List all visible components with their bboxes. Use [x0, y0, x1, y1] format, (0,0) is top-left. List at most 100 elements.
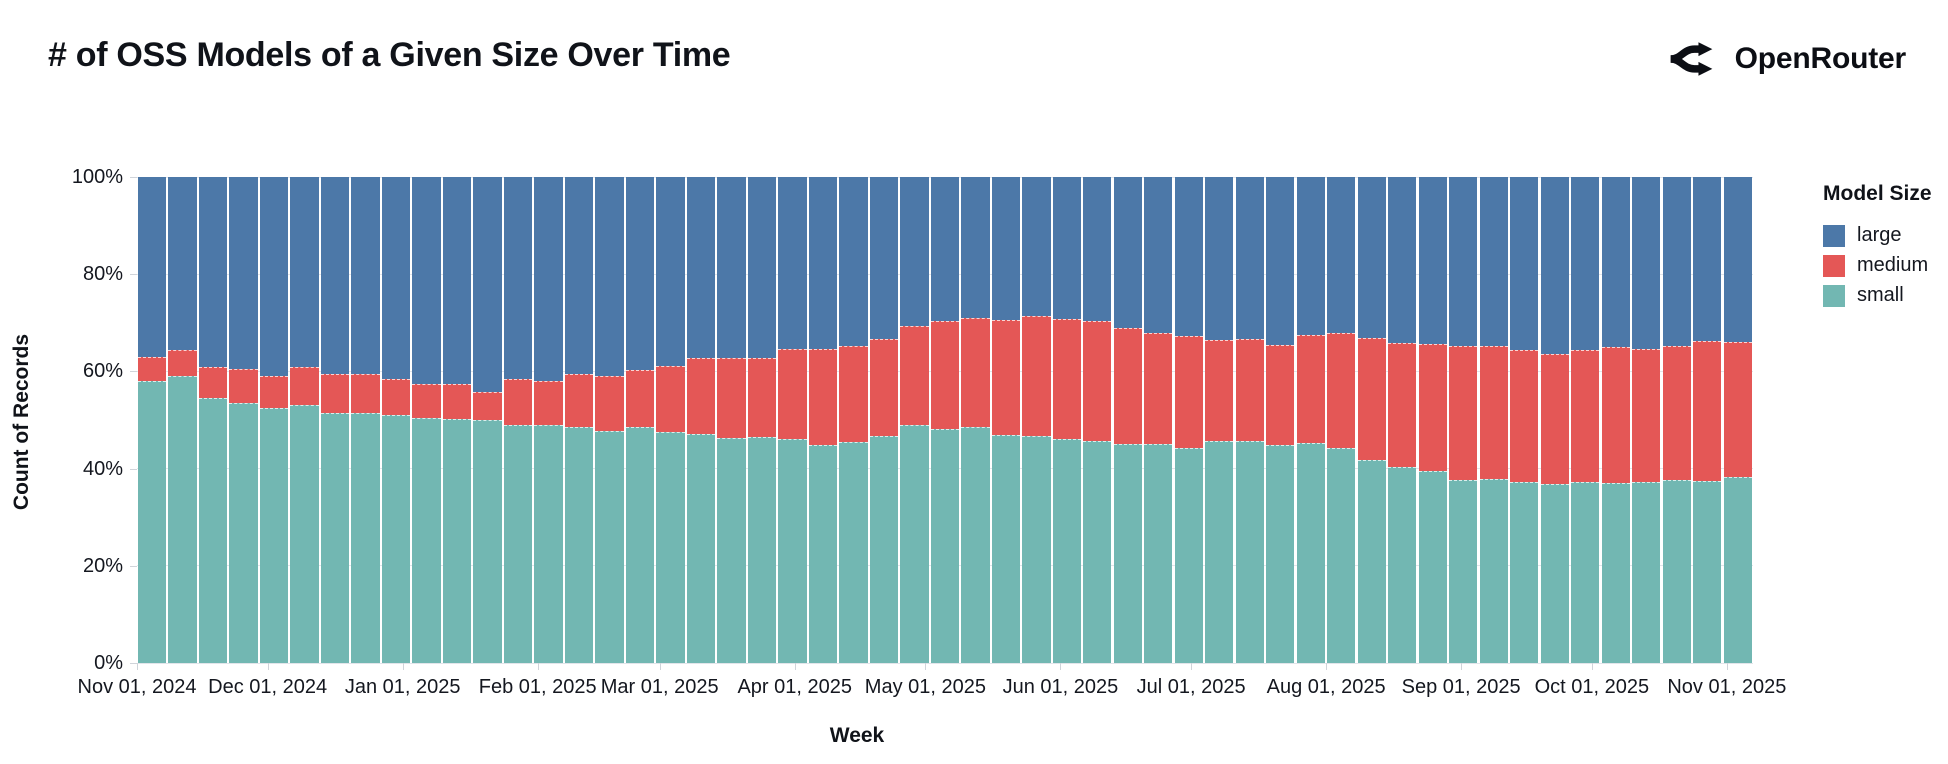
bar-segment-small[interactable]: [961, 426, 990, 663]
bar-segment-large[interactable]: [625, 177, 655, 370]
bar-segment-medium[interactable]: [808, 349, 838, 445]
bar-segment-medium[interactable]: [564, 373, 594, 428]
bar-segment-medium[interactable]: [1266, 345, 1295, 445]
bar-segment-small[interactable]: [1571, 482, 1600, 663]
bar-segment-large[interactable]: [1205, 177, 1234, 340]
bar-segment-medium[interactable]: [1083, 320, 1112, 441]
bar-segment-medium[interactable]: [900, 326, 929, 425]
bar-segment-medium[interactable]: [1571, 350, 1600, 483]
bar-segment-small[interactable]: [1418, 471, 1447, 663]
bar-segment-medium[interactable]: [1540, 354, 1569, 485]
bar-segment-small[interactable]: [1022, 435, 1051, 663]
bar-segment-large[interactable]: [717, 177, 746, 359]
bar-segment-small[interactable]: [1327, 447, 1356, 663]
bar-segment-medium[interactable]: [503, 379, 533, 425]
bar-segment-small[interactable]: [1052, 439, 1081, 663]
bar-segment-small[interactable]: [1113, 443, 1142, 663]
bar-segment-large[interactable]: [290, 177, 319, 367]
bar-segment-large[interactable]: [961, 177, 990, 319]
bar-segment-small[interactable]: [1540, 484, 1569, 663]
bar-segment-medium[interactable]: [381, 378, 411, 416]
bar-segment-medium[interactable]: [1510, 350, 1539, 483]
bar-segment-large[interactable]: [686, 177, 716, 358]
bar-segment-small[interactable]: [1449, 479, 1478, 663]
bar-segment-medium[interactable]: [1418, 344, 1447, 472]
bar-segment-medium[interactable]: [1479, 346, 1508, 479]
bar-segment-large[interactable]: [1266, 177, 1295, 346]
bar-segment-large[interactable]: [351, 177, 380, 374]
bar-segment-medium[interactable]: [1174, 335, 1203, 448]
bar-segment-medium[interactable]: [198, 366, 228, 399]
bar-segment-large[interactable]: [1540, 177, 1569, 355]
bar-segment-large[interactable]: [808, 177, 838, 350]
bar-segment-large[interactable]: [1632, 177, 1661, 350]
bar-segment-large[interactable]: [1296, 177, 1325, 335]
bar-segment-small[interactable]: [564, 427, 594, 663]
bar-segment-large[interactable]: [564, 177, 594, 374]
bar-segment-small[interactable]: [290, 405, 319, 663]
bar-segment-medium[interactable]: [595, 375, 624, 432]
bar-segment-large[interactable]: [1449, 177, 1478, 347]
bar-segment-large[interactable]: [1357, 177, 1386, 339]
bar-segment-large[interactable]: [503, 177, 533, 380]
bar-segment-small[interactable]: [930, 429, 960, 663]
bar-segment-small[interactable]: [473, 419, 502, 663]
bar-segment-large[interactable]: [1723, 177, 1752, 343]
bar-segment-large[interactable]: [869, 177, 899, 339]
bar-segment-small[interactable]: [595, 431, 624, 663]
bar-segment-medium[interactable]: [1296, 334, 1325, 443]
bar-segment-large[interactable]: [1144, 177, 1173, 333]
bar-segment-small[interactable]: [1174, 447, 1203, 663]
bar-segment-medium[interactable]: [320, 373, 350, 413]
bar-segment-large[interactable]: [534, 177, 563, 382]
bar-segment-medium[interactable]: [168, 349, 197, 377]
bar-segment-large[interactable]: [1601, 177, 1630, 347]
bar-segment-small[interactable]: [1601, 483, 1630, 663]
bar-segment-small[interactable]: [839, 442, 868, 663]
bar-segment-medium[interactable]: [1693, 340, 1722, 482]
bar-segment-large[interactable]: [473, 177, 502, 393]
bar-segment-large[interactable]: [900, 177, 929, 327]
bar-segment-large[interactable]: [595, 177, 624, 376]
bar-segment-small[interactable]: [442, 418, 472, 663]
bar-segment-large[interactable]: [1693, 177, 1722, 341]
bar-segment-medium[interactable]: [259, 376, 289, 408]
bar-segment-small[interactable]: [503, 424, 533, 663]
bar-segment-medium[interactable]: [412, 383, 441, 418]
bar-segment-medium[interactable]: [1357, 338, 1386, 460]
bar-segment-medium[interactable]: [656, 366, 685, 433]
bar-segment-small[interactable]: [320, 412, 350, 663]
bar-segment-small[interactable]: [259, 407, 289, 663]
bar-segment-small[interactable]: [351, 412, 380, 663]
bar-segment-small[interactable]: [1632, 482, 1661, 663]
bar-segment-small[interactable]: [625, 426, 655, 663]
bar-segment-medium[interactable]: [1449, 346, 1478, 480]
bar-segment-small[interactable]: [534, 424, 563, 663]
bar-segment-large[interactable]: [839, 177, 868, 347]
bar-segment-medium[interactable]: [1327, 332, 1356, 448]
bar-segment-small[interactable]: [1083, 440, 1112, 663]
bar-segment-large[interactable]: [442, 177, 472, 384]
bar-segment-large[interactable]: [1662, 177, 1691, 346]
bar-segment-medium[interactable]: [747, 357, 777, 438]
bar-segment-small[interactable]: [747, 437, 777, 663]
bar-segment-small[interactable]: [991, 435, 1021, 663]
bar-segment-small[interactable]: [1296, 442, 1325, 663]
bar-segment-large[interactable]: [1235, 177, 1264, 339]
bar-segment-medium[interactable]: [961, 318, 990, 427]
bar-segment-large[interactable]: [991, 177, 1021, 320]
bar-segment-large[interactable]: [1174, 177, 1203, 336]
bar-segment-small[interactable]: [808, 444, 838, 663]
bar-segment-small[interactable]: [686, 434, 716, 663]
bar-segment-medium[interactable]: [1601, 346, 1630, 484]
bar-segment-large[interactable]: [381, 177, 411, 379]
openrouter-logo[interactable]: OpenRouter: [1669, 38, 1906, 80]
bar-segment-medium[interactable]: [717, 358, 746, 439]
bar-segment-large[interactable]: [320, 177, 350, 374]
bar-segment-large[interactable]: [930, 177, 960, 321]
bar-segment-medium[interactable]: [534, 381, 563, 425]
bar-segment-large[interactable]: [1571, 177, 1600, 351]
bar-segment-large[interactable]: [1022, 177, 1051, 317]
bar-segment-small[interactable]: [1235, 440, 1264, 663]
bar-segment-medium[interactable]: [229, 368, 258, 403]
